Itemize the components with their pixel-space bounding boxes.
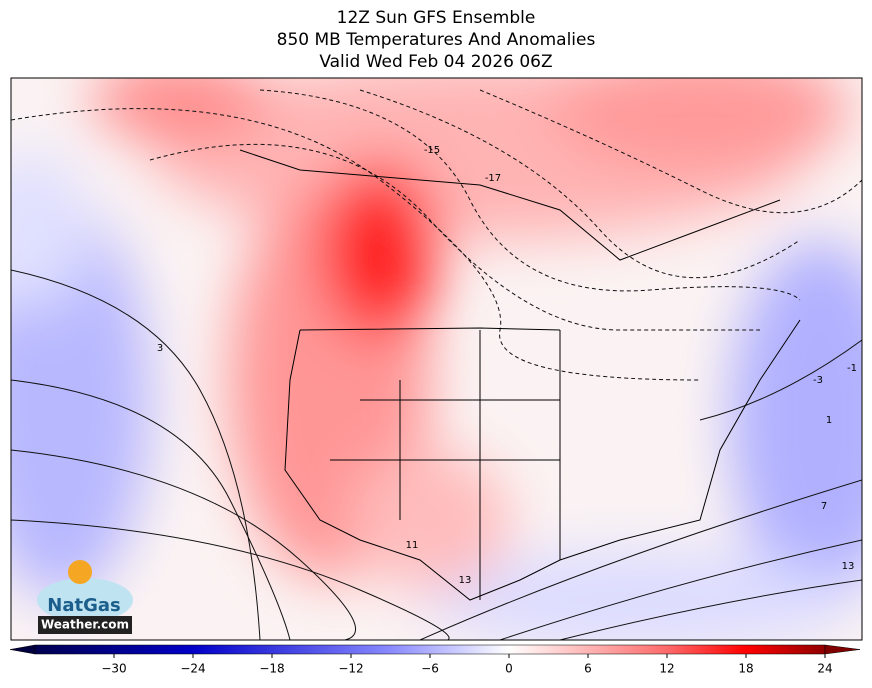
contour-label: -15 [424, 145, 440, 156]
colorbar-extend-low [9, 644, 36, 655]
contour-label: 11 [406, 540, 419, 551]
logo: NatGas Weather.com [37, 560, 133, 634]
contour-label: 3 [157, 343, 163, 354]
colorbar-tick-label: 0 [505, 662, 513, 676]
title-line: 12Z Sun GFS Ensemble [337, 8, 536, 28]
colorbar-tick-label: −24 [180, 662, 205, 676]
map-frame [10, 77, 863, 641]
contour-label: 1 [826, 415, 832, 426]
colorbar-tick-label: 6 [584, 662, 592, 676]
title-line: 850 MB Temperatures And Anomalies [277, 30, 596, 50]
contour-label: 13 [459, 575, 472, 586]
colorbar-tick-label: −12 [338, 662, 363, 676]
colorbar-tick-label: −30 [101, 662, 126, 676]
colorbar-tick-label: 12 [659, 662, 674, 676]
logo-name: NatGas [47, 595, 120, 616]
colorbar-tick-label: 18 [738, 662, 753, 676]
contour-label: -17 [485, 173, 501, 184]
colorbar-tick-label: 24 [817, 662, 832, 676]
title-line: Valid Wed Feb 04 2026 06Z [319, 52, 552, 72]
contour-label: 7 [821, 501, 827, 512]
colorbar-extend-high [824, 644, 861, 655]
colorbar-tick-label: −6 [421, 662, 439, 676]
colorbar [34, 644, 826, 655]
map [11, 78, 862, 640]
contour-label: -1 [847, 363, 857, 374]
colorbar-tick-label: −18 [259, 662, 284, 676]
contour-label: 13 [842, 561, 855, 572]
logo-site: Weather.com [41, 618, 129, 632]
contour-label: -3 [813, 375, 823, 386]
